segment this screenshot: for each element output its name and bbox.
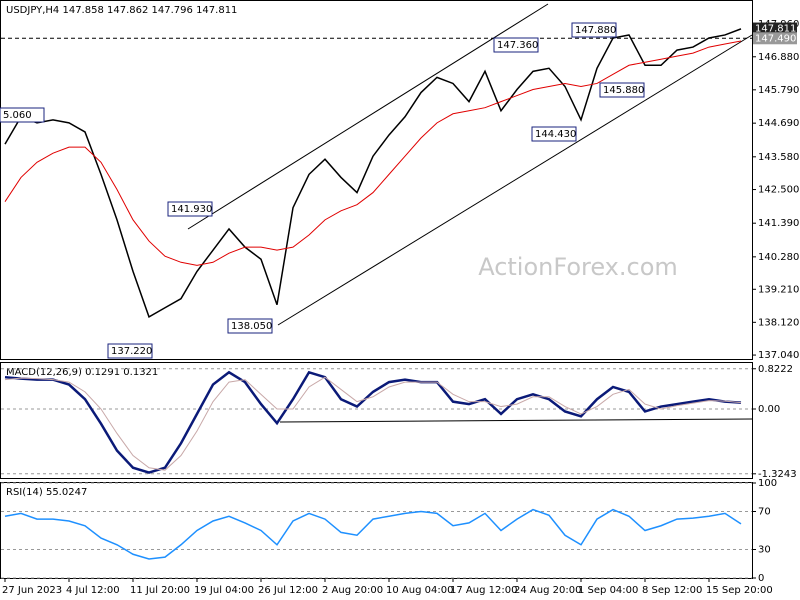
annotation: 147.880 (575, 25, 616, 36)
panel-title: RSI(14) 55.0247 (6, 487, 87, 498)
macd-trendline (279, 418, 753, 423)
price-marker (753, 22, 797, 35)
annotation-box (167, 201, 213, 217)
annotation: 138.050 (231, 321, 272, 332)
x-tick-label: 24 Aug 20:00 (514, 585, 581, 596)
x-tick-label: 26 Jul 12:00 (258, 585, 318, 596)
y-tick-label: 142.500 (758, 185, 799, 196)
y-tick-label: 30 (758, 545, 771, 556)
price-marker (753, 32, 797, 45)
annotation-box (107, 343, 153, 359)
price-marker-label: 147.811 (755, 24, 796, 35)
annotation: 137.220 (111, 346, 152, 357)
annotation-box (227, 318, 273, 334)
annotation: 145.880 (603, 85, 644, 96)
y-tick-label: 141.390 (758, 218, 799, 229)
y-tick-label: 138.120 (758, 317, 799, 328)
series-line (4, 40, 742, 266)
series-line (4, 376, 742, 471)
annotation: 141.930 (171, 204, 212, 215)
annotation-box (493, 37, 539, 53)
y-tick-label: 144.690 (758, 118, 799, 129)
x-tick-label: 19 Jul 04:00 (194, 585, 254, 596)
x-tick-label: 1 Sep 04:00 (578, 585, 638, 596)
annotation: 144.430 (535, 129, 576, 140)
x-tick-label: 4 Jul 12:00 (66, 585, 120, 596)
x-tick-label: 8 Sep 12:00 (642, 585, 702, 596)
annotation: 147.360 (497, 40, 538, 51)
watermark: ActionForex.com (478, 253, 678, 281)
panel-title: MACD(12,26,9) 0.1291 0.1321 (6, 367, 158, 378)
channel-upper (187, 3, 549, 230)
macd-panel (0, 362, 753, 479)
series-line (4, 28, 742, 318)
y-tick-label: 140.280 (758, 252, 799, 263)
rsi-panel (0, 482, 753, 579)
annotation-box (599, 82, 645, 98)
x-tick-label: 17 Aug 12:00 (450, 585, 517, 596)
y-tick-label: 0.8222 (758, 364, 793, 375)
series-line (4, 508, 742, 560)
price-panel (0, 0, 753, 360)
y-tick-label: 0 (758, 573, 764, 584)
x-tick-label: 10 Aug 04:00 (386, 585, 453, 596)
series-line (4, 370, 742, 474)
y-tick-label: 137.040 (758, 350, 799, 361)
panel-title: USDJPY,H4 147.858 147.862 147.796 147.81… (6, 5, 237, 16)
y-tick-label: 146.880 (758, 52, 799, 63)
y-tick-label: 139.210 (758, 284, 799, 295)
x-tick-label: 27 Jun 2023 (2, 585, 62, 596)
annotation-box (531, 126, 577, 142)
y-tick-label: 145.790 (758, 85, 799, 96)
y-tick-label: 0.00 (758, 404, 780, 415)
x-tick-label: 15 Sep 20:00 (706, 585, 773, 596)
y-tick-label: 70 (758, 507, 771, 518)
y-tick-label: 100 (758, 478, 777, 489)
x-tick-label: 2 Aug 20:00 (322, 585, 383, 596)
channel-lower (277, 34, 753, 326)
y-tick-label: -1.3243 (758, 469, 797, 480)
y-tick-label: 143.580 (758, 152, 799, 163)
annotation: 5.060 (3, 110, 32, 121)
annotation-box (0, 107, 45, 123)
x-tick-label: 11 Jul 20:00 (130, 585, 190, 596)
annotation-box (571, 22, 617, 38)
price-marker-label: 147.490 (755, 33, 796, 44)
